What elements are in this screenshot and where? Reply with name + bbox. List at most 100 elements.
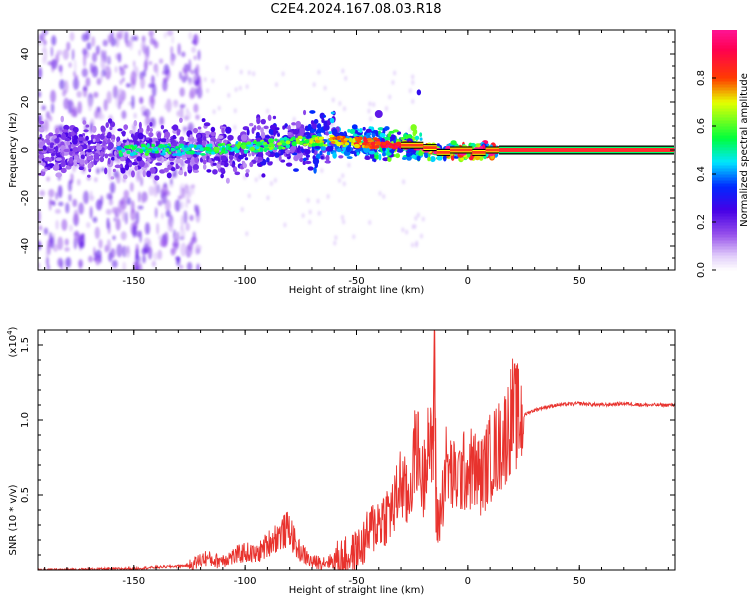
band-point: [48, 132, 54, 137]
band-point: [405, 152, 411, 158]
noise-speckle: [161, 212, 164, 220]
band-point: [134, 165, 139, 171]
noise-speckle: [64, 247, 70, 252]
band-point: [313, 119, 319, 124]
noise-speckle: [234, 87, 238, 93]
noise-speckle: [194, 204, 197, 213]
noise-speckle: [46, 176, 51, 182]
noise-speckle: [180, 225, 184, 231]
band-point: [307, 123, 312, 131]
spectrogram-data: [38, 30, 674, 270]
colorbar-segment: [712, 51, 737, 55]
band-point: [82, 132, 86, 137]
band-point: [148, 132, 154, 138]
noise-speckle: [240, 206, 244, 212]
noise-speckle: [62, 89, 67, 97]
noise-speckle: [41, 47, 46, 53]
noise-speckle: [185, 244, 192, 258]
noise-speckle: [152, 252, 159, 261]
noise-speckle: [70, 173, 74, 182]
core-point: [274, 138, 278, 142]
colorbar-segment: [712, 159, 737, 163]
core-point: [273, 147, 278, 150]
noise-speckle: [148, 61, 153, 66]
colorbar-segment: [712, 108, 737, 112]
noise-speckle: [77, 101, 83, 115]
noise-speckle: [38, 225, 43, 231]
noise-speckle: [185, 197, 189, 203]
core-point: [124, 145, 130, 149]
core-point: [118, 152, 124, 157]
noise-speckle: [103, 99, 108, 111]
band-point: [201, 140, 207, 146]
noise-speckle: [192, 231, 196, 241]
colorbar-segment: [712, 210, 737, 214]
noise-speckle: [186, 261, 193, 270]
colorbar-segment: [712, 246, 737, 250]
band-point: [263, 125, 269, 130]
band-point: [201, 118, 206, 123]
noise-speckle: [153, 40, 159, 49]
noise-speckle: [401, 227, 405, 233]
colorbar-segment: [712, 204, 737, 208]
noise-speckle: [227, 92, 231, 98]
band-point: [412, 130, 417, 137]
band-point: [38, 154, 45, 160]
colorbar-segment: [712, 189, 737, 193]
band-point: [91, 125, 97, 133]
noise-speckle: [69, 31, 75, 42]
noise-speckle: [191, 184, 195, 195]
noise-speckle: [368, 101, 372, 107]
noise-speckle: [193, 55, 197, 61]
carrier-step-red: [472, 151, 486, 154]
noise-speckle: [183, 69, 188, 76]
y-axis-label: Frequency (Hz): [8, 112, 19, 188]
band-point: [93, 152, 100, 160]
noise-speckle: [73, 70, 76, 77]
noise-speckle: [66, 41, 71, 51]
noise-speckle: [416, 212, 420, 218]
band-point: [85, 135, 89, 141]
noise-speckle: [111, 259, 118, 268]
noise-speckle: [341, 214, 345, 220]
noise-speckle: [137, 205, 144, 210]
noise-speckle: [141, 195, 145, 204]
band-point: [206, 169, 212, 173]
band-point: [227, 134, 234, 141]
band-point: [146, 137, 150, 141]
y-tick-label: -20: [20, 190, 31, 206]
noise-speckle: [119, 79, 123, 85]
band-point: [299, 127, 306, 134]
noise-speckle: [91, 36, 96, 47]
noise-speckle: [161, 184, 169, 196]
x-tick-label: -50: [348, 276, 364, 287]
band-point: [400, 137, 406, 140]
band-point: [78, 166, 85, 171]
noise-speckle: [70, 109, 77, 117]
band-point: [217, 135, 224, 140]
noise-speckle: [93, 177, 98, 183]
noise-speckle: [109, 181, 116, 194]
core-point: [152, 148, 158, 152]
band-point: [223, 161, 229, 168]
core-point: [185, 147, 191, 151]
colorbar-tick-label: 0.4: [696, 166, 707, 182]
colorbar-segment: [712, 234, 737, 238]
band-point: [156, 132, 162, 140]
core-point: [244, 150, 248, 154]
band-point: [50, 153, 56, 157]
band-point: [86, 148, 92, 153]
noise-speckle: [78, 259, 84, 268]
core-point: [362, 142, 368, 146]
noise-speckle: [57, 185, 63, 198]
band-point: [169, 161, 175, 166]
outlier-blob: [416, 89, 422, 96]
noise-speckle: [405, 229, 409, 235]
noise-speckle: [85, 221, 91, 229]
y-tick-label: 20: [20, 96, 31, 109]
core-point: [344, 142, 350, 146]
x-tick-label: 0: [465, 276, 471, 287]
snr-series-line: [38, 330, 675, 570]
core-point: [221, 147, 226, 152]
band-point: [267, 114, 272, 121]
